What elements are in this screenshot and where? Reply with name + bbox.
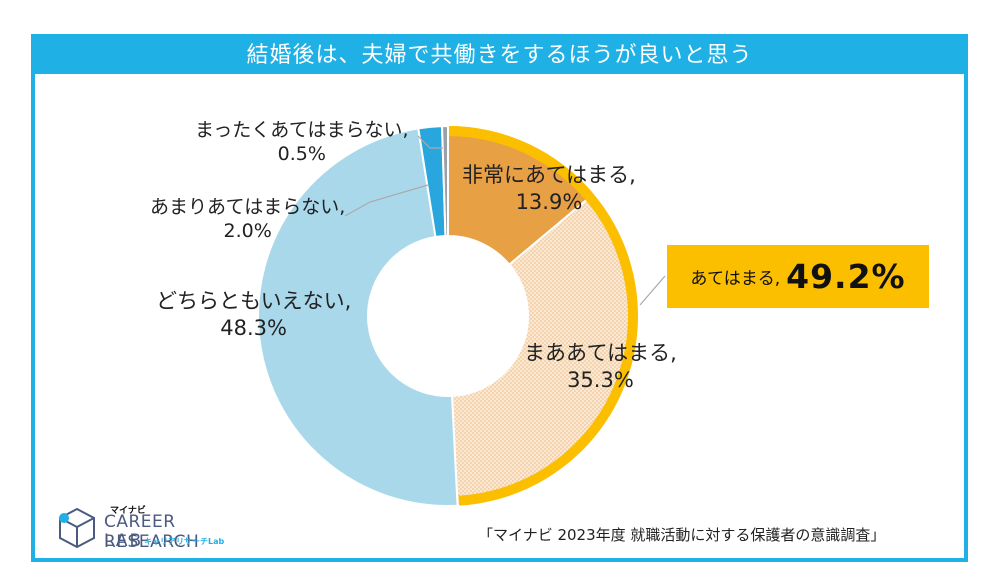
label-somewhat-agree-name: まああてはまる, bbox=[524, 341, 677, 365]
label-very-agree: 非常にあてはまる, 13.9% bbox=[462, 162, 636, 216]
label-disagree: あまりあてはまらない, 2.0% bbox=[150, 195, 345, 243]
leader-line-disagree bbox=[344, 184, 429, 217]
agree-total-value: 49.2% bbox=[786, 257, 906, 296]
logo-brand-main: CAREER RESEARCH bbox=[104, 512, 200, 552]
slice-neutral bbox=[257, 127, 459, 507]
label-very-agree-value: 13.9% bbox=[515, 190, 583, 214]
leader-line-highlight bbox=[639, 275, 666, 306]
label-strongly-disagree-name: まったくあてはまらない, bbox=[195, 119, 409, 141]
label-neutral: どちらともいえない, 48.3% bbox=[156, 288, 351, 342]
label-neutral-value: 48.3% bbox=[220, 316, 287, 340]
label-somewhat-agree: まああてはまる, 35.3% bbox=[524, 340, 677, 394]
very-agree-highlight-ring bbox=[448, 126, 594, 201]
logo-brand-sub: LAB bbox=[104, 531, 144, 551]
agree-total-label: あてはまる, bbox=[690, 269, 781, 289]
logo-brand-small: マイナビ bbox=[110, 506, 146, 516]
source-caption: 「マイナビ 2023年度 就職活動に対する保護者の意識調査」 bbox=[478, 526, 886, 544]
label-somewhat-agree-value: 35.3% bbox=[567, 368, 634, 392]
label-disagree-name: あまりあてはまらない, bbox=[150, 196, 346, 218]
label-disagree-value: 2.0% bbox=[223, 220, 272, 242]
label-strongly-disagree-value: 0.5% bbox=[277, 143, 326, 165]
cube-logo-icon bbox=[59, 507, 95, 549]
chart-title: 結婚後は、夫婦で共働きをするほうが良いと思う bbox=[35, 38, 964, 74]
label-neutral-name: どちらともいえない, bbox=[156, 289, 352, 313]
label-very-agree-name: 非常にあてはまる, bbox=[462, 163, 636, 187]
career-research-lab-logo: マイナビ CAREER RESEARCH LAB キャリアリサーチLab bbox=[56, 503, 256, 553]
leader-line-very-disagree bbox=[417, 135, 443, 149]
label-strongly-disagree: まったくあてはまらない, 0.5% bbox=[195, 118, 409, 166]
agree-total-callout: あてはまる, 49.2% bbox=[667, 245, 929, 308]
slice-strongly-disagree bbox=[441, 124, 449, 238]
logo-brand-jp: キャリアリサーチLab bbox=[144, 537, 225, 546]
